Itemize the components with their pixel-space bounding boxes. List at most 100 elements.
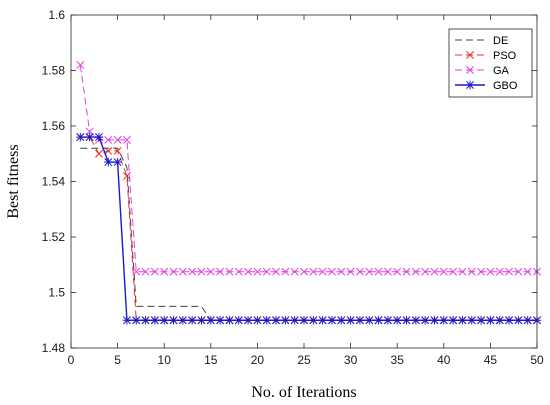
data-point-ga [355, 267, 364, 276]
legend-label-pso: PSO [493, 50, 517, 62]
data-point-ga [523, 267, 532, 276]
legend-label-ga: GA [493, 65, 510, 77]
y-tick-label: 1.52 [42, 230, 66, 244]
data-point-ga [421, 267, 430, 276]
data-point-gbo [299, 316, 309, 325]
x-tick-label: 50 [530, 353, 544, 367]
y-tick-label: 1.54 [42, 175, 66, 189]
data-point-gbo [290, 316, 299, 325]
legend-box [448, 28, 533, 98]
data-point-ga [290, 267, 299, 276]
data-point-ga [76, 60, 85, 69]
data-point-gbo [402, 316, 411, 325]
data-point-gbo [215, 316, 225, 325]
data-point-gbo [197, 316, 206, 325]
data-point-ga [206, 267, 215, 276]
data-point-ga [467, 267, 476, 276]
data-point-gbo [355, 316, 365, 325]
data-point-gbo [365, 316, 374, 325]
data-point-ga [188, 267, 197, 276]
data-point-gbo [514, 316, 523, 325]
data-point-ga [300, 267, 308, 276]
legend-marker-ga [466, 66, 474, 74]
x-tick-label: 45 [484, 353, 498, 367]
data-point-gbo [476, 316, 486, 325]
data-point-ga [178, 267, 187, 276]
data-point-ga [197, 267, 206, 276]
data-point-ga [160, 267, 169, 276]
data-point-ga [281, 267, 290, 276]
data-point-ga [393, 267, 402, 276]
data-point-ga [439, 267, 448, 276]
data-point-gbo [122, 316, 132, 325]
data-point-ga [113, 135, 122, 144]
data-point-gbo [439, 316, 448, 325]
data-point-gbo [94, 132, 104, 142]
data-point-gbo [486, 316, 495, 325]
data-point-gbo [393, 316, 402, 325]
data-point-ga [253, 267, 262, 276]
data-point-gbo [420, 316, 430, 325]
data-point-ga [104, 135, 113, 144]
data-point-gbo [337, 316, 346, 325]
data-point-gbo [309, 316, 318, 325]
data-point-ga [458, 267, 467, 276]
data-point-gbo [430, 316, 439, 325]
data-point-ga [514, 267, 523, 276]
x-tick-label: 5 [114, 353, 121, 367]
data-point-gbo [262, 316, 271, 325]
y-tick-label: 1.56 [42, 119, 66, 133]
data-point-ga [318, 267, 327, 276]
data-point-gbo [318, 316, 327, 325]
data-point-ga [411, 267, 420, 276]
data-point-gbo [132, 316, 141, 325]
data-point-gbo [243, 316, 253, 325]
data-point-gbo [104, 157, 113, 167]
legend-label-gbo: GBO [493, 80, 518, 92]
data-point-gbo [206, 316, 215, 325]
data-point-gbo [76, 132, 85, 142]
data-point-ga [328, 267, 336, 276]
data-point-ga [132, 267, 141, 276]
data-point-gbo [141, 316, 150, 325]
x-tick-label: 25 [297, 353, 311, 367]
x-tick-label: 40 [437, 353, 451, 367]
x-tick-label: 0 [68, 353, 75, 367]
y-tick-label: 1.5 [48, 286, 65, 300]
legend-marker-pso [466, 51, 474, 59]
data-point-ga [309, 267, 318, 276]
y-tick-label: 1.58 [42, 64, 66, 78]
data-point-gbo [169, 316, 178, 325]
y-tick-label: 1.48 [42, 341, 66, 355]
data-point-ga [122, 135, 131, 144]
data-point-gbo [160, 316, 169, 325]
data-point-gbo [253, 316, 262, 325]
data-point-pso [113, 147, 122, 155]
data-point-gbo [85, 132, 94, 142]
data-point-gbo [187, 316, 197, 325]
data-point-ga [402, 267, 411, 276]
data-point-gbo [523, 316, 532, 325]
data-point-gbo [113, 157, 122, 167]
x-axis-label: No. of Iterations [251, 384, 356, 401]
data-point-ga [346, 267, 355, 276]
data-point-gbo [150, 316, 160, 325]
data-point-ga [365, 267, 374, 276]
data-point-ga [449, 267, 458, 276]
data-point-ga [150, 267, 159, 276]
y-tick-label: 1.6 [48, 8, 65, 22]
data-point-ga [244, 267, 253, 276]
data-point-gbo [458, 316, 467, 325]
data-point-pso [95, 149, 103, 158]
data-point-gbo [234, 316, 243, 325]
y-axis-label: Best fitness [5, 144, 22, 218]
data-point-gbo [383, 316, 393, 325]
legend-label-de: DE [493, 35, 508, 47]
data-point-gbo [495, 316, 504, 325]
data-point-gbo [327, 316, 337, 325]
data-point-gbo [225, 316, 234, 325]
data-point-ga [272, 267, 280, 276]
data-point-gbo [448, 316, 458, 325]
data-point-ga [169, 267, 178, 276]
